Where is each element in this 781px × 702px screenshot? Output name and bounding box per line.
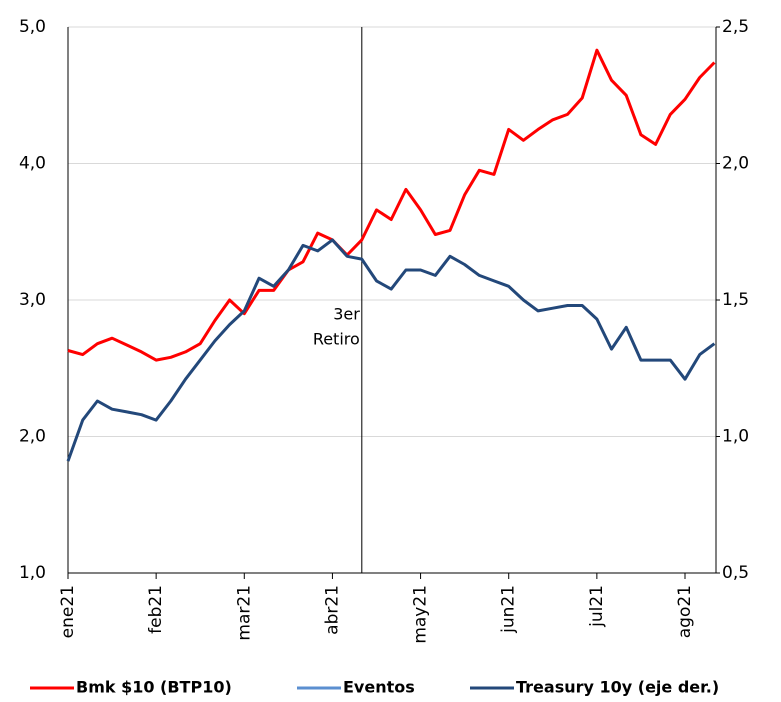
annotation: 3er (333, 305, 360, 324)
x-tick-label: mar21 (234, 585, 254, 641)
annotation: Retiro (313, 330, 360, 349)
x-tick-label: may21 (411, 585, 431, 644)
x-tick-label: feb21 (146, 585, 166, 634)
y2-tick-label: 0,5 (722, 563, 749, 583)
x-tick-label: ago21 (675, 585, 695, 638)
legend-label: Bmk $10 (BTP10) (76, 678, 232, 697)
y2-tick-label: 1,5 (722, 290, 749, 310)
y-tick-label: 3,0 (19, 290, 46, 310)
x-tick-label: ene21 (58, 585, 78, 638)
y-tick-label: 2,0 (19, 427, 46, 447)
y2-tick-label: 1,0 (722, 427, 749, 447)
legend-label: Eventos (343, 678, 415, 697)
x-tick-label: abr21 (322, 585, 342, 635)
y2-tick-label: 2,5 (722, 17, 749, 37)
y-tick-label: 1,0 (19, 563, 46, 583)
x-tick-label: jul21 (587, 585, 607, 628)
y2-tick-label: 2,0 (722, 154, 749, 174)
y-tick-label: 5,0 (19, 17, 46, 37)
legend-label: Treasury 10y (eje der.) (516, 678, 719, 697)
y-tick-label: 4,0 (19, 154, 46, 174)
x-tick-label: jun21 (499, 585, 519, 634)
series-line (67, 48, 716, 362)
series-line (66, 238, 716, 462)
